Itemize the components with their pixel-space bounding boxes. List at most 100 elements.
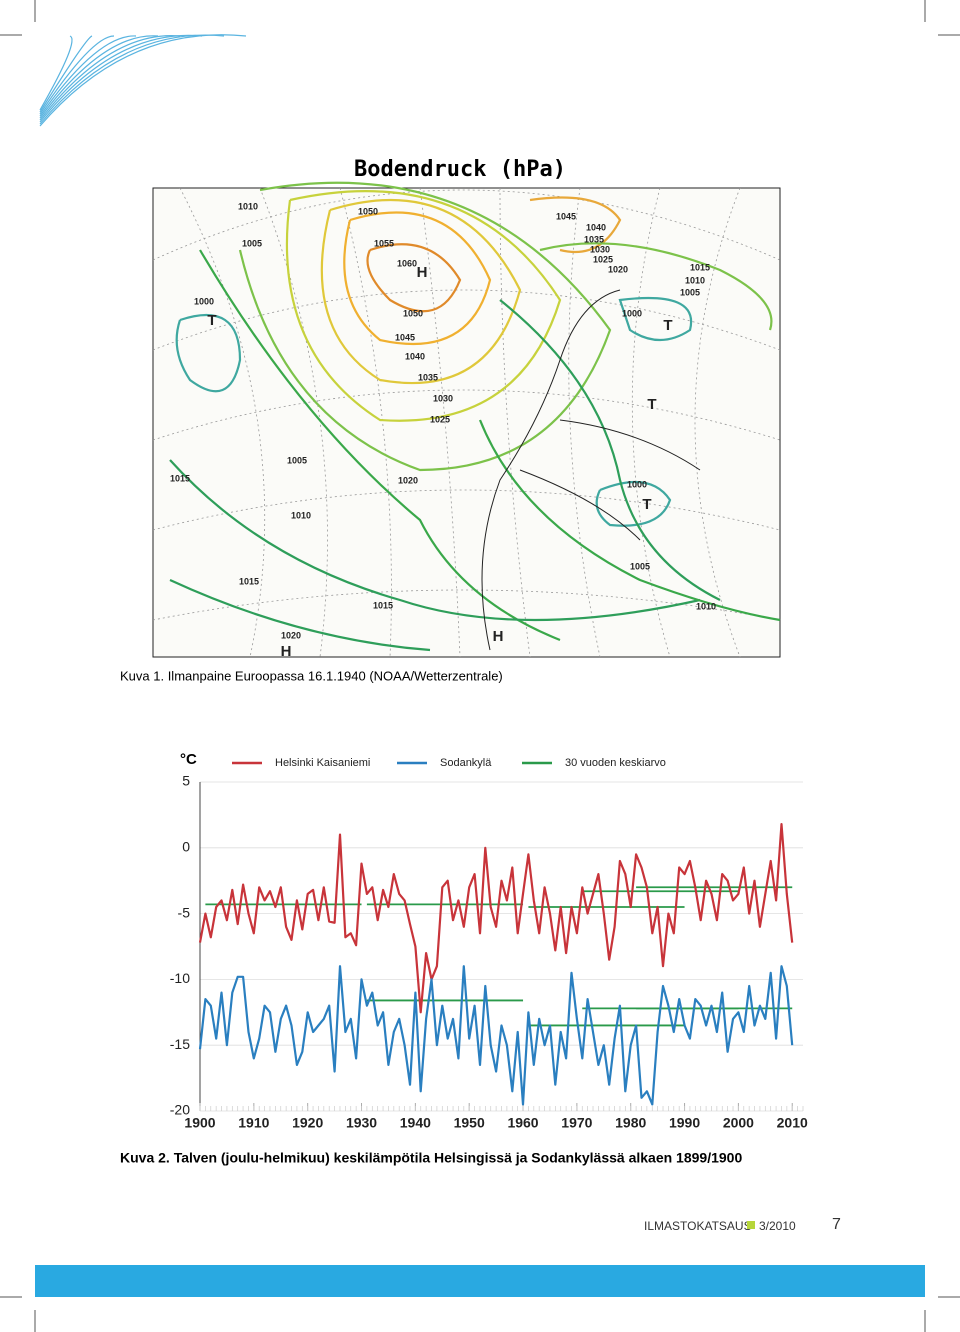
isobar xyxy=(539,242,773,331)
isobar xyxy=(618,296,693,341)
legend-label: Helsinki Kaisaniemi xyxy=(275,757,370,769)
page-number: 7 xyxy=(832,1216,841,1233)
map-label: T xyxy=(642,496,651,513)
map-label: 1035 xyxy=(418,372,438,382)
x-tick-label: 2010 xyxy=(777,1115,808,1131)
caption: Kuva 2. Talven (joulu-helmikuu) keskiläm… xyxy=(120,1150,742,1166)
map-label: 1000 xyxy=(622,308,642,318)
map-label: 1005 xyxy=(680,287,700,297)
map-label: 1005 xyxy=(242,238,262,248)
meridian xyxy=(179,187,266,658)
series-line xyxy=(198,965,794,1106)
map-label: H xyxy=(417,264,428,281)
meridian xyxy=(568,187,601,658)
map-label: 1045 xyxy=(556,211,576,221)
isobar xyxy=(169,579,431,652)
map-label: 1015 xyxy=(170,473,190,483)
map-label: 1010 xyxy=(696,601,716,611)
series-line xyxy=(198,823,794,1014)
map-label: 1020 xyxy=(608,264,628,274)
parallel xyxy=(152,489,781,531)
map-label: H xyxy=(493,628,504,645)
map-label: T xyxy=(663,317,672,334)
isobar xyxy=(199,249,561,642)
parallel xyxy=(152,289,781,351)
map-label: 1045 xyxy=(395,332,415,342)
meridian xyxy=(631,187,671,658)
x-tick-label: 1900 xyxy=(184,1115,215,1131)
isobar xyxy=(320,198,522,385)
isobar xyxy=(478,419,781,622)
arc xyxy=(39,35,73,111)
map-label: 1060 xyxy=(397,258,417,268)
map-label: 1050 xyxy=(403,308,423,318)
meridian xyxy=(419,187,461,658)
map-label: 1000 xyxy=(627,479,647,489)
isobar xyxy=(285,190,562,422)
y-unit: °C xyxy=(180,751,197,768)
isobar xyxy=(169,459,701,622)
isobar xyxy=(238,181,612,472)
isobar xyxy=(366,243,462,313)
x-tick-label: 1960 xyxy=(507,1115,538,1131)
map-label: 1020 xyxy=(281,630,301,640)
caption: Kuva 1. Ilmanpaine Euroopassa 16.1.1940 … xyxy=(120,668,503,683)
y-tick-label: -10 xyxy=(170,970,190,986)
map-label: T xyxy=(647,396,656,413)
isobar xyxy=(499,299,721,601)
y-tick-label: -5 xyxy=(178,904,191,920)
arc xyxy=(39,35,115,115)
map-label: 1025 xyxy=(593,254,613,264)
map-label: 1020 xyxy=(398,475,418,485)
legend-label: Sodankylä xyxy=(440,757,492,769)
meridian xyxy=(339,187,392,658)
arc xyxy=(39,35,93,113)
y-tick-label: 0 xyxy=(182,839,190,855)
map-label: 1040 xyxy=(586,222,606,232)
arc xyxy=(39,35,137,117)
parallel xyxy=(152,389,781,441)
y-tick-label: -20 xyxy=(170,1102,190,1118)
map-label: 1015 xyxy=(690,262,710,272)
coastline xyxy=(481,289,701,651)
footer-bar xyxy=(35,1265,925,1297)
arc xyxy=(39,35,159,119)
map-label: 1030 xyxy=(590,244,610,254)
footer-issue: 3/2010 xyxy=(759,1219,796,1233)
map-label: 1050 xyxy=(358,206,378,216)
map-label: T xyxy=(207,312,216,329)
parallel xyxy=(152,189,781,261)
arc xyxy=(39,35,181,121)
arc xyxy=(39,34,247,127)
map-frame xyxy=(152,187,781,658)
map-label: 1005 xyxy=(287,455,307,465)
isobar xyxy=(343,211,492,346)
footer-square xyxy=(747,1221,755,1229)
map-label: 1015 xyxy=(239,576,259,586)
x-tick-label: 1980 xyxy=(615,1115,646,1131)
map-label: 1040 xyxy=(405,351,425,361)
y-tick-label: -15 xyxy=(170,1036,190,1052)
map-label: 1015 xyxy=(373,600,393,610)
meridian xyxy=(499,187,531,658)
x-tick-label: 1950 xyxy=(454,1115,485,1131)
map-label: 1030 xyxy=(433,393,453,403)
x-tick-label: 1970 xyxy=(561,1115,592,1131)
map-label: 1025 xyxy=(430,414,450,424)
map-label: 1035 xyxy=(584,234,604,244)
x-tick-label: 1940 xyxy=(400,1115,431,1131)
isobar xyxy=(529,196,622,254)
map-label: 1010 xyxy=(238,201,258,211)
x-tick-label: 2000 xyxy=(723,1115,754,1131)
legend-label: 30 vuoden keskiarvo xyxy=(565,757,666,769)
isobar xyxy=(595,480,672,527)
map-label: 1010 xyxy=(291,510,311,520)
arc xyxy=(39,34,203,123)
map-label: H xyxy=(281,643,292,660)
map-label: 1005 xyxy=(630,561,650,571)
decor-arcs xyxy=(39,34,247,127)
x-tick-label: 1910 xyxy=(238,1115,269,1131)
